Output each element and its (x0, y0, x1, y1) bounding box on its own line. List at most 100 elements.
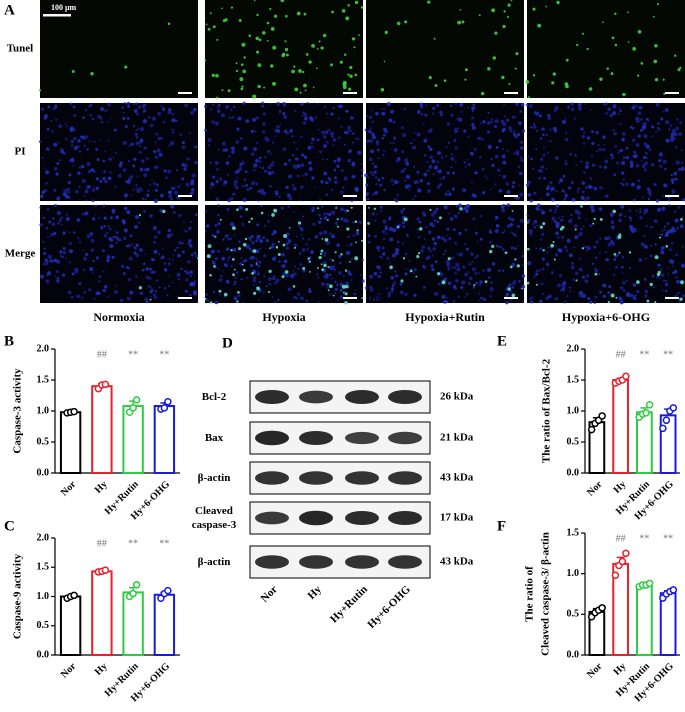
nucleus (584, 279, 589, 284)
nucleus (644, 208, 649, 213)
nucleus (479, 280, 483, 284)
nucleus (311, 145, 314, 149)
nucleus (328, 128, 331, 132)
nucleus (192, 107, 197, 112)
nucleus (264, 136, 269, 141)
nucleus (528, 155, 530, 158)
nucleus (431, 159, 436, 164)
nucleus (402, 224, 406, 229)
column-label: Normoxia (93, 310, 144, 324)
nucleus (329, 273, 332, 277)
nucleus (474, 231, 478, 235)
nucleus (637, 134, 641, 138)
nucleus (479, 214, 482, 218)
nucleus (384, 224, 388, 228)
nucleus (51, 222, 56, 227)
nucleus (56, 162, 60, 166)
nucleus (191, 188, 195, 192)
nucleus (599, 237, 602, 240)
nucleus (452, 171, 456, 175)
nucleus (217, 109, 221, 113)
nucleus (390, 286, 395, 291)
nucleus (136, 175, 139, 178)
nucleus (655, 102, 660, 107)
nucleus (453, 214, 458, 219)
nucleus (173, 249, 177, 252)
nucleus (517, 165, 521, 169)
nucleus (191, 271, 193, 274)
nucleus (557, 248, 562, 252)
nucleus (452, 285, 457, 289)
nucleus (471, 123, 475, 127)
nucleus (250, 235, 254, 239)
nucleus (610, 240, 614, 244)
nucleus (214, 223, 218, 228)
nucleus (242, 301, 245, 304)
nucleus (467, 136, 470, 138)
nucleus (674, 218, 679, 223)
apoptotic-cell (473, 284, 476, 287)
nucleus (618, 214, 622, 217)
panel-label: B (4, 333, 14, 349)
nucleus (365, 183, 369, 187)
nucleus (370, 288, 374, 292)
nucleus (183, 167, 187, 171)
nucleus (54, 203, 57, 207)
blot-label-line: β-actin (198, 472, 231, 484)
nucleus (223, 263, 228, 267)
row-label: PI (15, 146, 26, 158)
nucleus (166, 294, 169, 297)
nucleus (233, 180, 238, 185)
nucleus (318, 150, 323, 154)
micrograph (366, 0, 524, 98)
nucleus (126, 117, 130, 120)
apoptotic-cell (204, 297, 207, 301)
nucleus (133, 157, 137, 161)
apoptotic-cell (389, 265, 393, 269)
nucleus (138, 150, 142, 154)
nucleus (217, 148, 220, 151)
nucleus (135, 253, 140, 258)
nucleus (616, 161, 620, 165)
nucleus (232, 192, 236, 196)
nucleus (149, 123, 154, 128)
nucleus (190, 191, 194, 196)
nucleus (375, 111, 379, 116)
apoptotic-cell (342, 80, 347, 85)
bar (122, 405, 144, 475)
nucleus (270, 170, 275, 175)
nucleus (215, 180, 219, 184)
nucleus (235, 140, 239, 144)
nucleus (219, 293, 222, 296)
nucleus (395, 159, 400, 163)
nucleus (640, 242, 645, 247)
nucleus (155, 279, 159, 282)
blot-label-line: Bax (205, 432, 224, 444)
nucleus (610, 225, 615, 230)
nucleus (583, 245, 587, 249)
nucleus (139, 292, 142, 295)
nucleus (625, 155, 629, 160)
nucleus (147, 189, 150, 192)
y-axis-label: Caspase-9 activity (12, 553, 24, 639)
nucleus (183, 229, 186, 232)
nucleus (541, 232, 545, 236)
nucleus (254, 158, 259, 163)
nucleus (397, 157, 400, 159)
nucleus (612, 273, 616, 277)
nucleus (663, 228, 666, 231)
apoptotic-cell (260, 211, 264, 215)
nucleus (472, 103, 476, 107)
nucleus (293, 243, 298, 248)
nucleus (139, 138, 144, 143)
nucleus (170, 141, 175, 146)
nucleus (648, 148, 652, 151)
nucleus (293, 272, 297, 276)
nucleus (299, 263, 303, 266)
nucleus (317, 300, 320, 303)
nucleus (471, 116, 474, 120)
nucleus (224, 104, 229, 109)
nucleus (55, 172, 59, 176)
apoptotic-cell (297, 221, 302, 225)
nucleus (206, 299, 210, 303)
